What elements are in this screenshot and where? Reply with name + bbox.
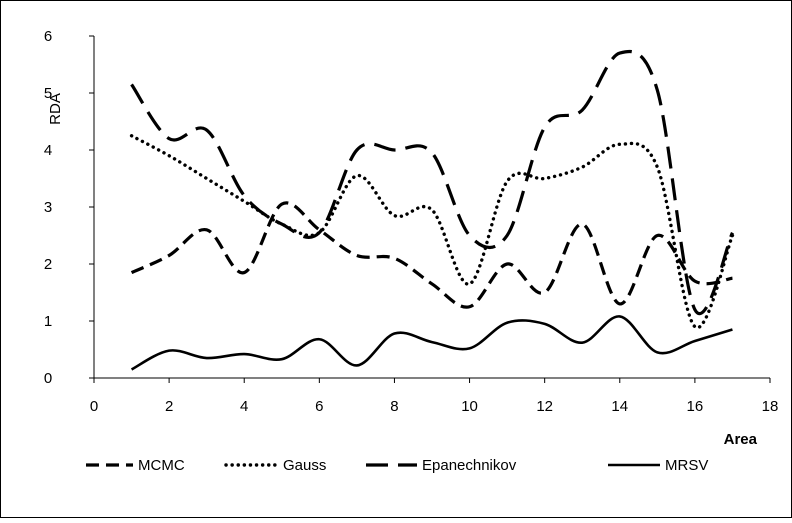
x-tick-label: 0 [90,398,98,415]
y-tick-label: 5 [44,85,52,102]
x-tick-label: 6 [315,398,323,415]
x-tick-label: 2 [165,398,173,415]
series-line-mcmc [130,201,733,309]
x-tick-label: 18 [762,398,779,415]
x-tick-label: 14 [611,398,628,415]
y-tick-label: 2 [44,256,52,273]
x-tick-label: 4 [240,398,248,415]
legend: MCMC Gauss Epanechnikov MRSV [86,457,708,474]
y-axis-title: RDA [47,93,64,125]
x-tick-label: 16 [687,398,704,415]
legend-label-epanechnikov: Epanechnikov [422,457,517,474]
series-line-epanechnikov [130,49,734,315]
series-line-mrsv [130,315,733,371]
series-layer [129,49,735,371]
legend-label-gauss: Gauss [283,457,326,474]
y-tick-label: 1 [44,313,52,330]
x-tick-label: 12 [536,398,553,415]
x-tick-label: 10 [461,398,478,415]
x-axis-title: Area [724,431,758,448]
y-tick-label: 6 [44,28,52,45]
series-line-gauss [129,134,735,330]
y-tick-label: 3 [44,199,52,216]
y-tick-label: 0 [44,370,52,387]
x-tick-label: 8 [390,398,398,415]
legend-label-mrsv: MRSV [665,457,708,474]
legend-label-mcmc: MCMC [138,457,185,474]
y-tick-label: 4 [44,142,52,159]
